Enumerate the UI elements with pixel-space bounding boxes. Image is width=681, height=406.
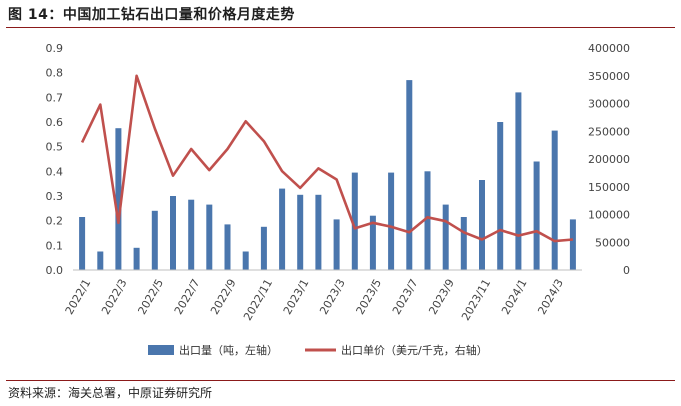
y-left-tick: 0.3 bbox=[46, 190, 64, 203]
y-left-tick: 0.7 bbox=[46, 91, 64, 104]
bar-series bbox=[79, 80, 576, 271]
x-tick: 2022/3 bbox=[99, 277, 130, 317]
y-left-tick: 0.8 bbox=[46, 67, 64, 80]
bar-2023/6 bbox=[388, 172, 395, 270]
y-right-tick: 350000 bbox=[588, 70, 630, 83]
bar-2022/6 bbox=[170, 196, 176, 270]
y-left-tick: 0.5 bbox=[46, 141, 64, 154]
title-divider bbox=[6, 27, 675, 28]
bar-2024/2 bbox=[533, 161, 540, 270]
x-tick: 2023/7 bbox=[390, 277, 421, 317]
bar-2022/3 bbox=[115, 128, 122, 270]
y-right-tick: 400000 bbox=[588, 42, 630, 55]
bar-2023/4 bbox=[351, 172, 358, 270]
bar-2023/10 bbox=[460, 217, 467, 270]
y-left-tick: 0.1 bbox=[46, 239, 64, 252]
legend-swatch-volume bbox=[148, 345, 174, 355]
legend-label-volume: 出口量（吨，左轴） bbox=[179, 343, 278, 357]
x-tick: 2023/11 bbox=[459, 277, 493, 323]
bar-2022/10 bbox=[242, 251, 249, 270]
y-right-tick: 200000 bbox=[588, 153, 630, 166]
y-right-tick: 50000 bbox=[595, 236, 630, 249]
chart-title: 图 14：中国加工钻石出口量和价格月度走势 bbox=[8, 7, 295, 23]
legend: 出口量（吨，左轴） 出口单价（美元/千克，右轴） bbox=[148, 343, 488, 357]
y-right-tick: 250000 bbox=[588, 125, 630, 138]
x-tick: 2023/3 bbox=[317, 277, 348, 317]
x-tick: 2023/1 bbox=[281, 277, 312, 317]
bar-2023/2 bbox=[315, 194, 322, 270]
bar-2023/7 bbox=[406, 80, 413, 270]
legend-label-price: 出口单价（美元/千克，右轴） bbox=[341, 343, 488, 357]
bar-2022/8 bbox=[206, 204, 213, 270]
bar-2024/3 bbox=[551, 130, 558, 270]
bar-2023/9 bbox=[442, 204, 449, 270]
source-note: 资料来源：海关总署，中原证券研究所 bbox=[8, 386, 213, 400]
x-tick: 2023/5 bbox=[354, 277, 385, 317]
bar-2023/11 bbox=[479, 180, 485, 270]
bar-2023/1 bbox=[297, 194, 304, 270]
y-left-tick: 0.9 bbox=[46, 42, 64, 55]
x-tick: 2022/11 bbox=[241, 277, 275, 323]
bar-2022/7 bbox=[188, 199, 195, 270]
bar-2022/5 bbox=[151, 210, 158, 270]
y-left-tick: 0.6 bbox=[46, 116, 64, 129]
bar-2023/12 bbox=[497, 122, 504, 270]
bar-2022/11 bbox=[260, 226, 267, 270]
x-tick: 2024/3 bbox=[535, 277, 566, 317]
y-right-tick: 150000 bbox=[588, 181, 630, 194]
x-tick: 2024/1 bbox=[499, 277, 530, 317]
bar-2022/2 bbox=[97, 251, 104, 270]
x-tick: 2022/5 bbox=[135, 277, 166, 317]
price-line bbox=[80, 74, 574, 243]
x-tick: 2023/9 bbox=[426, 277, 457, 317]
bar-2022/4 bbox=[133, 247, 140, 270]
bar-2023/8 bbox=[424, 171, 431, 270]
bar-2023/5 bbox=[369, 215, 376, 270]
bar-2022/1 bbox=[79, 217, 86, 270]
bar-2024/4 bbox=[569, 219, 576, 270]
x-tick: 2022/9 bbox=[208, 277, 239, 317]
source-divider bbox=[6, 380, 675, 381]
x-tick: 2022/7 bbox=[172, 277, 203, 317]
y-left-tick: 0.2 bbox=[46, 215, 64, 228]
y-right-tick: 100000 bbox=[588, 209, 630, 222]
y-left-tick: 0.0 bbox=[46, 264, 64, 277]
bar-2022/9 bbox=[224, 224, 231, 270]
x-tick: 2022/1 bbox=[63, 277, 94, 317]
chart-canvas: 0.0 0.1 0.2 0.3 0.4 0.5 0.6 0.7 0.8 0.9 0 50000 1000… bbox=[46, 42, 631, 357]
bar-2024/1 bbox=[515, 92, 522, 271]
y-right-tick: 0 bbox=[623, 264, 630, 277]
y-left-tick: 0.4 bbox=[46, 165, 64, 178]
bar-2023/3 bbox=[333, 219, 340, 270]
line-series bbox=[80, 74, 574, 243]
bar-2022/12 bbox=[279, 188, 286, 270]
y-right-tick: 300000 bbox=[588, 98, 630, 111]
